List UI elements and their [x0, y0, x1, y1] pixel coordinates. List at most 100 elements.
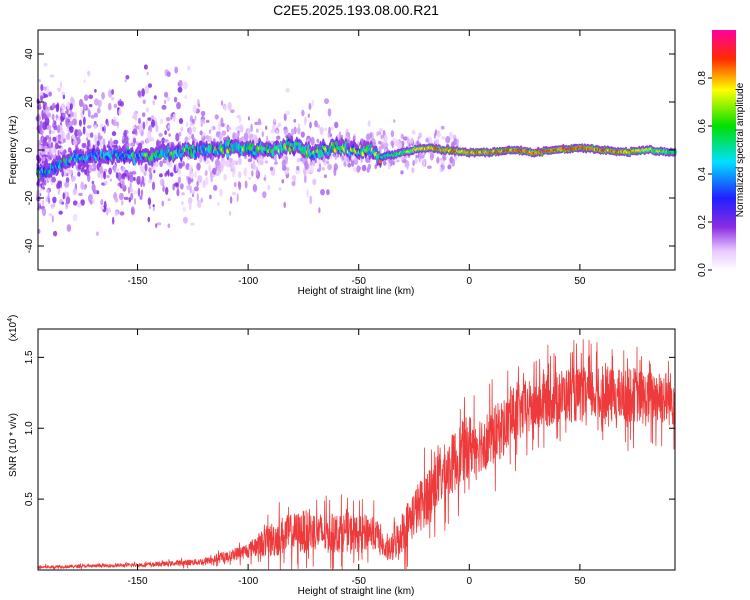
spectrogram-noise-point: [119, 193, 124, 201]
spectrogram-noise-point: [159, 173, 163, 177]
spectrogram-noise-point: [293, 119, 296, 123]
spectrogram-noise-point: [164, 139, 169, 142]
spectrogram-noise-point: [130, 193, 133, 200]
spectrogram-noise-point: [110, 179, 112, 182]
spectrogram-noise-point: [266, 135, 268, 141]
spectrogram-noise-point: [168, 224, 171, 229]
spectrogram-noise-point: [49, 148, 51, 156]
spectrogram-noise-point: [101, 92, 105, 100]
spectrogram-noise-point: [209, 130, 211, 134]
spectrogram-noise-point: [209, 195, 212, 200]
spectrogram-noise-point: [115, 212, 118, 217]
spectrogram-noise-point: [368, 120, 371, 126]
spectrogram-noise-point: [57, 125, 60, 134]
spectrogram-noise-point: [52, 137, 56, 142]
spectrogram-noise-point: [262, 131, 264, 137]
spectrogram-noise-point: [78, 193, 83, 196]
spectrogram-noise-point: [201, 111, 206, 116]
spectrogram-y-tick-label: 0: [24, 147, 35, 153]
spectrogram-noise-point: [83, 103, 85, 110]
spectrogram-noise-point: [297, 127, 300, 134]
spectrogram-noise-point: [194, 186, 199, 191]
spectrogram-noise-point: [111, 97, 114, 100]
spectrogram-noise-point: [130, 183, 132, 188]
spectrogram-noise-point: [65, 203, 68, 209]
spectrogram-noise-point: [205, 170, 208, 176]
spectrogram-noise-point: [162, 186, 165, 192]
spectrogram-noise-point: [143, 122, 146, 130]
snr-y-tick-label: 1.5: [24, 350, 35, 364]
spectrogram-noise-point: [301, 110, 304, 116]
spectrogram-noise-point: [317, 139, 320, 143]
spectrogram-noise-point: [334, 163, 338, 170]
spectrogram-noise-point: [134, 198, 136, 205]
spectrogram-noise-point: [133, 177, 136, 181]
spectrogram-noise-point: [158, 133, 162, 137]
spectrogram-noise-point: [73, 139, 77, 145]
spectrogram-noise-point: [258, 118, 261, 125]
spectrogram-noise-point: [107, 175, 110, 178]
spectrogram-noise-point: [153, 170, 155, 174]
spectrogram-noise-point: [115, 122, 119, 126]
snr-y-tick-label: 1.0: [24, 421, 35, 435]
spectrogram-noise-point: [170, 172, 174, 177]
spectrogram-noise-point: [391, 130, 394, 137]
spectrogram-noise-point: [167, 97, 170, 102]
spectrogram-noise-point: [83, 126, 86, 134]
spectrogram-noise-point: [211, 126, 214, 131]
spectrogram-noise-point: [254, 122, 258, 125]
spectrogram-noise-point: [276, 136, 280, 140]
spectrogram-noise-point: [133, 191, 137, 195]
spectrogram-noise-point: [416, 140, 419, 145]
spectrogram-noise-point: [230, 109, 234, 113]
spectrogram-noise-point: [56, 115, 59, 119]
spectrogram-noise-point: [221, 160, 226, 167]
spectrogram-noise-point: [115, 197, 119, 203]
spectrogram-noise-point: [84, 169, 87, 175]
spectrogram-noise-point: [181, 201, 184, 205]
spectrogram-noise-point: [412, 160, 415, 166]
spectrogram-noise-point: [223, 174, 227, 181]
spectrogram-noise-point: [72, 134, 76, 139]
spectrogram-noise-point: [265, 126, 267, 130]
spectrogram-noise-point: [164, 92, 168, 98]
spectrogram-noise-point: [235, 161, 238, 166]
spectrogram-noise-point: [276, 130, 278, 134]
spectrogram-noise-point: [322, 167, 326, 170]
spectrogram-noise-point: [141, 189, 143, 196]
spectrogram-noise-point: [89, 104, 93, 107]
spectrogram-noise-point: [215, 167, 217, 171]
spectrogram-noise-point: [108, 168, 112, 175]
spectrogram-noise-point: [243, 168, 247, 177]
spectrogram-noise-point: [61, 202, 64, 205]
spectrogram-noise-point: [100, 206, 104, 210]
spectrogram-noise-point: [83, 117, 86, 126]
spectrogram-noise-point: [362, 165, 366, 172]
spectrogram-noise-point: [51, 147, 54, 155]
spectrogram-noise-point: [282, 179, 285, 183]
spectrogram-noise-point: [112, 217, 114, 225]
spectrogram-noise-point: [75, 165, 77, 170]
spectrogram-noise-point: [376, 131, 378, 136]
spectrogram-noise-point: [94, 89, 97, 93]
spectrogram-noise-point: [43, 87, 47, 91]
spectrogram-noise-point: [154, 95, 157, 99]
spectrogram-noise-point: [191, 190, 195, 195]
spectrogram-noise-point: [58, 188, 60, 195]
spectrogram-noise-point: [251, 163, 253, 169]
spectrogram-noise-point: [61, 130, 65, 139]
spectrogram-noise-point: [69, 169, 73, 175]
spectrogram-noise-point: [47, 125, 52, 130]
spectrogram-noise-point: [74, 111, 77, 118]
spectrogram-noise-point: [418, 136, 420, 140]
spectrogram-noise-point: [74, 121, 77, 125]
spectrogram-noise-point: [309, 196, 312, 205]
spectrogram-noise-point: [79, 120, 82, 127]
spectrogram-noise-point: [307, 170, 310, 174]
spectrogram-noise-point: [90, 200, 93, 204]
spectrogram-noise-point: [49, 213, 53, 216]
spectrogram-noise-point: [48, 92, 52, 97]
spectrogram-noise-point: [87, 71, 90, 77]
spectrogram-noise-point: [314, 120, 318, 127]
spectrogram-noise-point: [63, 95, 65, 99]
